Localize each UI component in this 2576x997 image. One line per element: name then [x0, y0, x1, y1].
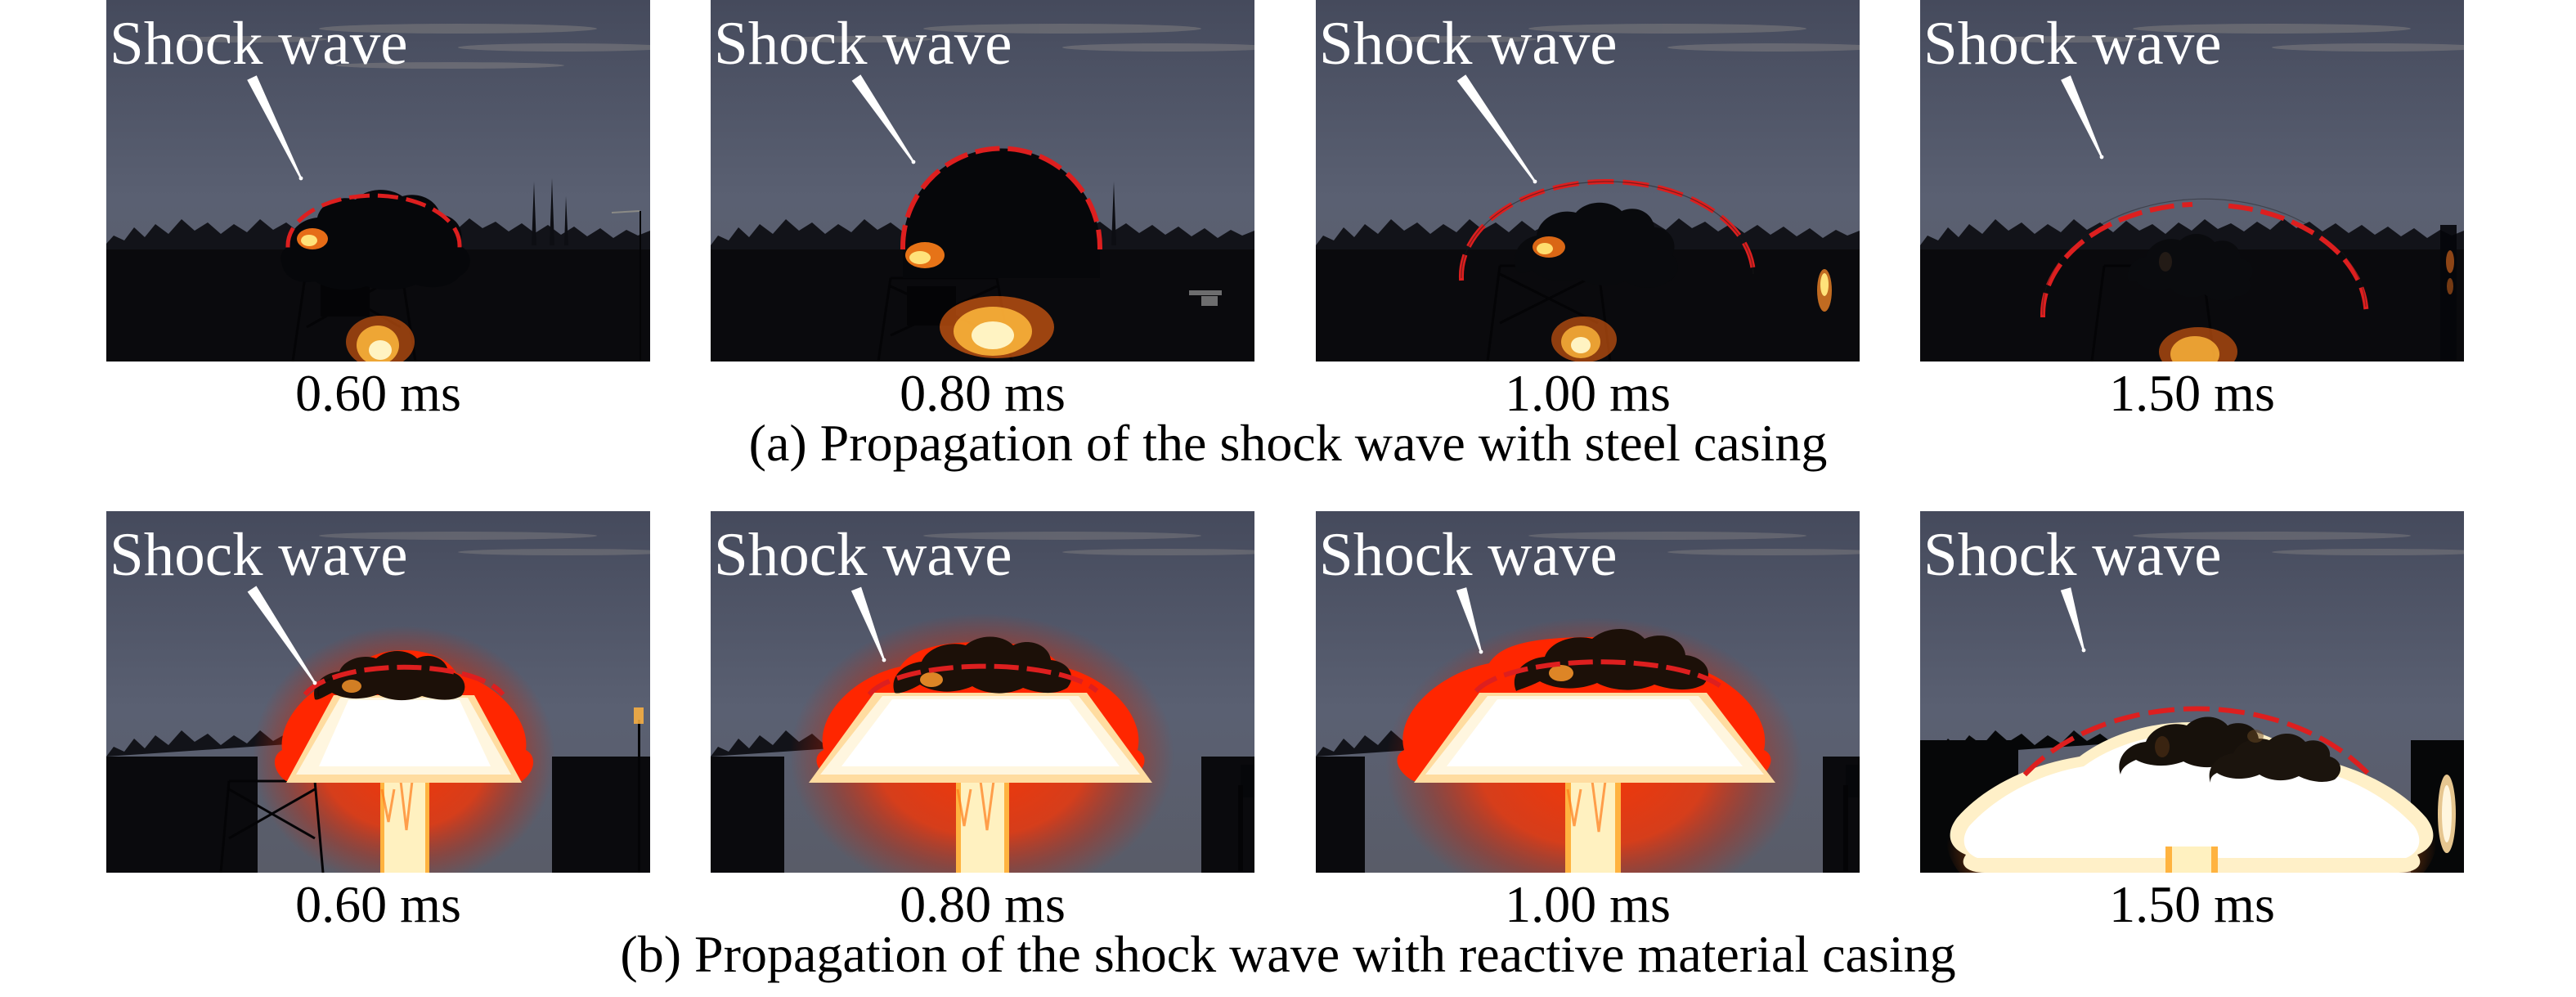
svg-text:Shock wave: Shock wave [110, 10, 408, 78]
svg-text:Shock wave: Shock wave [714, 521, 1012, 589]
svg-text:Shock wave: Shock wave [714, 10, 1012, 78]
svg-text:Shock wave: Shock wave [110, 521, 408, 589]
svg-text:Shock wave: Shock wave [1923, 10, 2222, 78]
svg-text:Shock wave: Shock wave [1319, 521, 1618, 589]
svg-text:Shock wave: Shock wave [1319, 10, 1618, 78]
svg-text:Shock wave: Shock wave [1923, 521, 2222, 589]
